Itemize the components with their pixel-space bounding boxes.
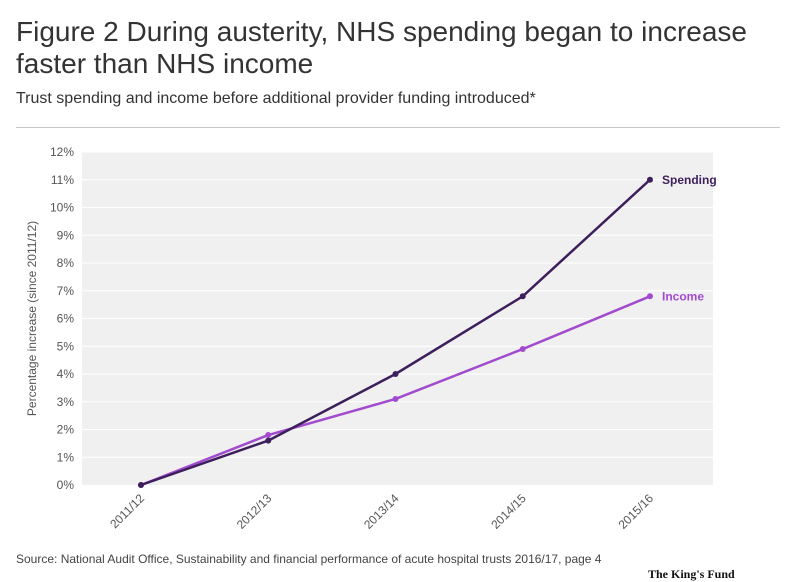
- y-tick-label: 3%: [57, 395, 75, 409]
- series-label-spending: Spending: [662, 173, 717, 187]
- chart-title: Figure 2 During austerity, NHS spending …: [16, 16, 747, 79]
- chart-subtitle: Trust spending and income before additio…: [16, 90, 536, 107]
- y-tick-label: 5%: [57, 339, 75, 353]
- y-tick-label: 8%: [57, 256, 75, 270]
- y-tick-label: 9%: [57, 228, 75, 242]
- x-tick-label: 2015/16: [616, 491, 657, 532]
- data-point-income: [647, 293, 653, 300]
- y-tick-label: 0%: [57, 478, 75, 492]
- data-point-spending: [138, 482, 144, 488]
- series-label-income: Income: [662, 289, 704, 303]
- y-tick-label: 2%: [57, 423, 75, 437]
- source-note: Source: National Audit Office, Sustainab…: [16, 552, 602, 566]
- y-tick-label: 1%: [57, 450, 75, 464]
- x-tick-label: 2014/15: [488, 491, 529, 532]
- y-tick-label: 7%: [57, 284, 75, 298]
- data-point-income: [392, 395, 399, 402]
- y-tick-label: 4%: [57, 367, 75, 381]
- data-point-spending: [647, 176, 653, 183]
- y-tick-label: 11%: [51, 173, 74, 187]
- y-tick-label: 10%: [50, 201, 74, 215]
- y-tick-label: 12%: [50, 145, 74, 159]
- data-point-income: [519, 346, 526, 353]
- x-tick-label: 2011/12: [107, 491, 147, 531]
- data-point-income: [265, 432, 272, 439]
- y-axis-label: Percentage increase (since 2011/12): [25, 221, 39, 416]
- line-chart: 0% 1% 2% 3% 4% 5% 6% 7% 8% 9% 10% 11% 12% Percentage …: [25, 145, 717, 532]
- data-point-spending: [392, 371, 399, 377]
- data-point-spending: [519, 293, 526, 300]
- divider: [16, 127, 780, 128]
- y-tick-label: 6%: [57, 312, 75, 326]
- data-point-spending: [265, 437, 272, 444]
- x-tick-label: 2013/14: [361, 491, 402, 532]
- x-tick-label: 2012/13: [234, 491, 275, 532]
